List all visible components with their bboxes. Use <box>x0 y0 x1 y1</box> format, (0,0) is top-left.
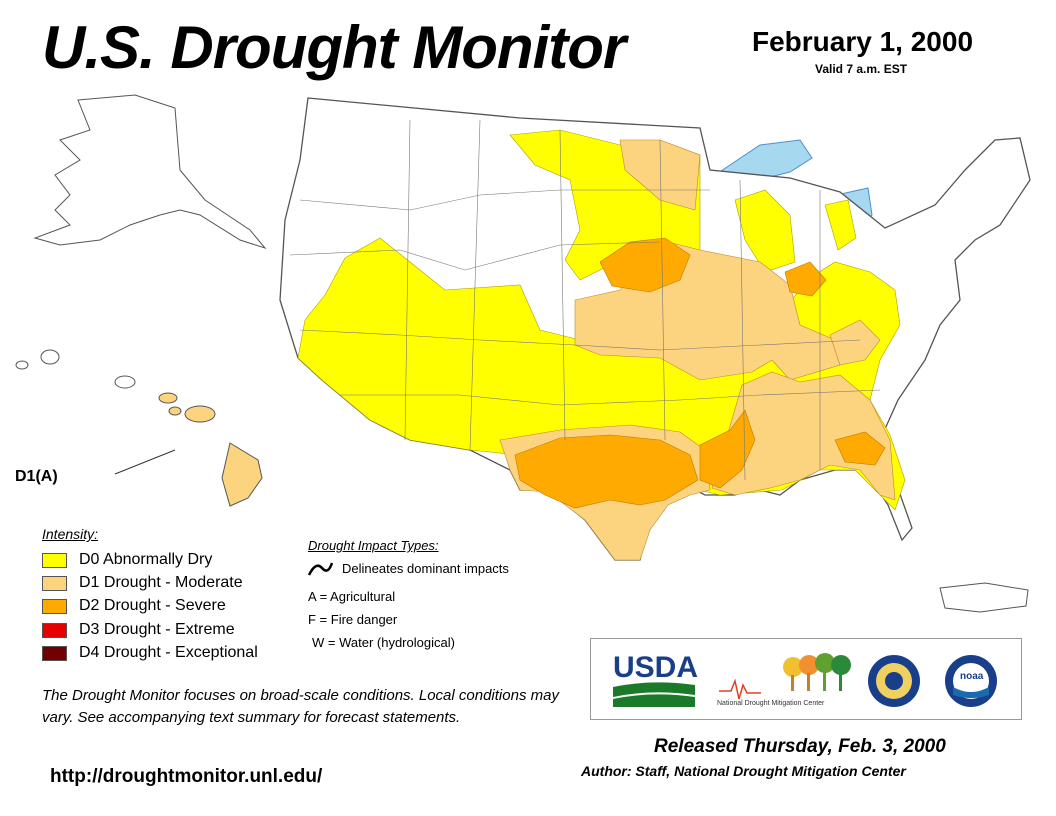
partner-logos: USDA National Drought Mitigation Center <box>590 638 1022 720</box>
valid-time: Valid 7 a.m. EST <box>815 62 908 76</box>
hawaii-islands <box>15 349 263 507</box>
d2-areas <box>514 237 886 509</box>
legend-item-d0: D0 Abnormally Dry <box>42 550 212 570</box>
impact-line-icon <box>307 562 334 576</box>
drought-map <box>15 94 1031 613</box>
hawaii-leader-line <box>114 449 176 475</box>
legend-item-d4: D4 Drought - Exceptional <box>42 643 258 663</box>
legend-item-d1: D1 Drought - Moderate <box>42 573 243 593</box>
alaska-outline <box>33 94 267 249</box>
logos-graphic: USDA National Drought Mitigation Center <box>613 651 997 707</box>
legend-swatch-d4 <box>42 645 67 661</box>
legend-label-d0: D0 Abnormally Dry <box>79 551 213 568</box>
noaa-logo: noaa <box>945 655 997 707</box>
legend-label-d1: D1 Drought - Moderate <box>79 574 243 591</box>
commerce-seal <box>868 655 920 707</box>
legend-label-d4: D4 Drought - Exceptional <box>79 644 258 661</box>
legend-label-d3: D3 Drought - Extreme <box>79 621 235 638</box>
usda-logo: USDA <box>613 651 698 707</box>
ndmc-logo-text: National Drought Mitigation Center <box>717 700 825 707</box>
legend-swatch-d1 <box>42 575 67 591</box>
legend-swatch-d0 <box>42 552 67 568</box>
release-date: Released Thursday, Feb. 3, 2000 <box>654 736 946 757</box>
legend-item-d2: D2 Drought - Severe <box>42 596 226 616</box>
state-boundaries <box>289 119 881 481</box>
impact-water: W = Water (hydrological) <box>312 635 455 650</box>
hawaii-impact-label: D1(A) <box>15 468 58 485</box>
impact-delineates-text: Delineates dominant impacts <box>342 561 509 576</box>
usda-logo-text: USDA <box>613 651 698 684</box>
puerto-rico-outline <box>939 582 1029 613</box>
ndmc-logo: National Drought Mitigation Center <box>717 653 851 707</box>
impact-types-title: Drought Impact Types: <box>308 538 439 553</box>
legend-swatch-d2 <box>42 598 67 614</box>
author-credit: Author: Staff, National Drought Mitigati… <box>581 763 906 779</box>
legend-swatch-d3 <box>42 622 67 638</box>
legend-item-d3: D3 Drought - Extreme <box>42 620 235 640</box>
legend-title: Intensity: <box>42 526 99 542</box>
disclaimer-text: The Drought Monitor focuses on broad-sca… <box>42 687 559 726</box>
legend-label-d2: D2 Drought - Severe <box>79 597 226 614</box>
map-date: February 1, 2000 <box>752 26 974 57</box>
drought-monitor-url[interactable]: http://droughtmonitor.unl.edu/ <box>50 766 323 787</box>
impact-agricultural: A = Agricultural <box>308 589 396 604</box>
impact-fire-danger: F = Fire danger <box>308 612 398 627</box>
map-title: U.S. Drought Monitor <box>42 14 626 81</box>
noaa-logo-text: noaa <box>960 671 984 682</box>
